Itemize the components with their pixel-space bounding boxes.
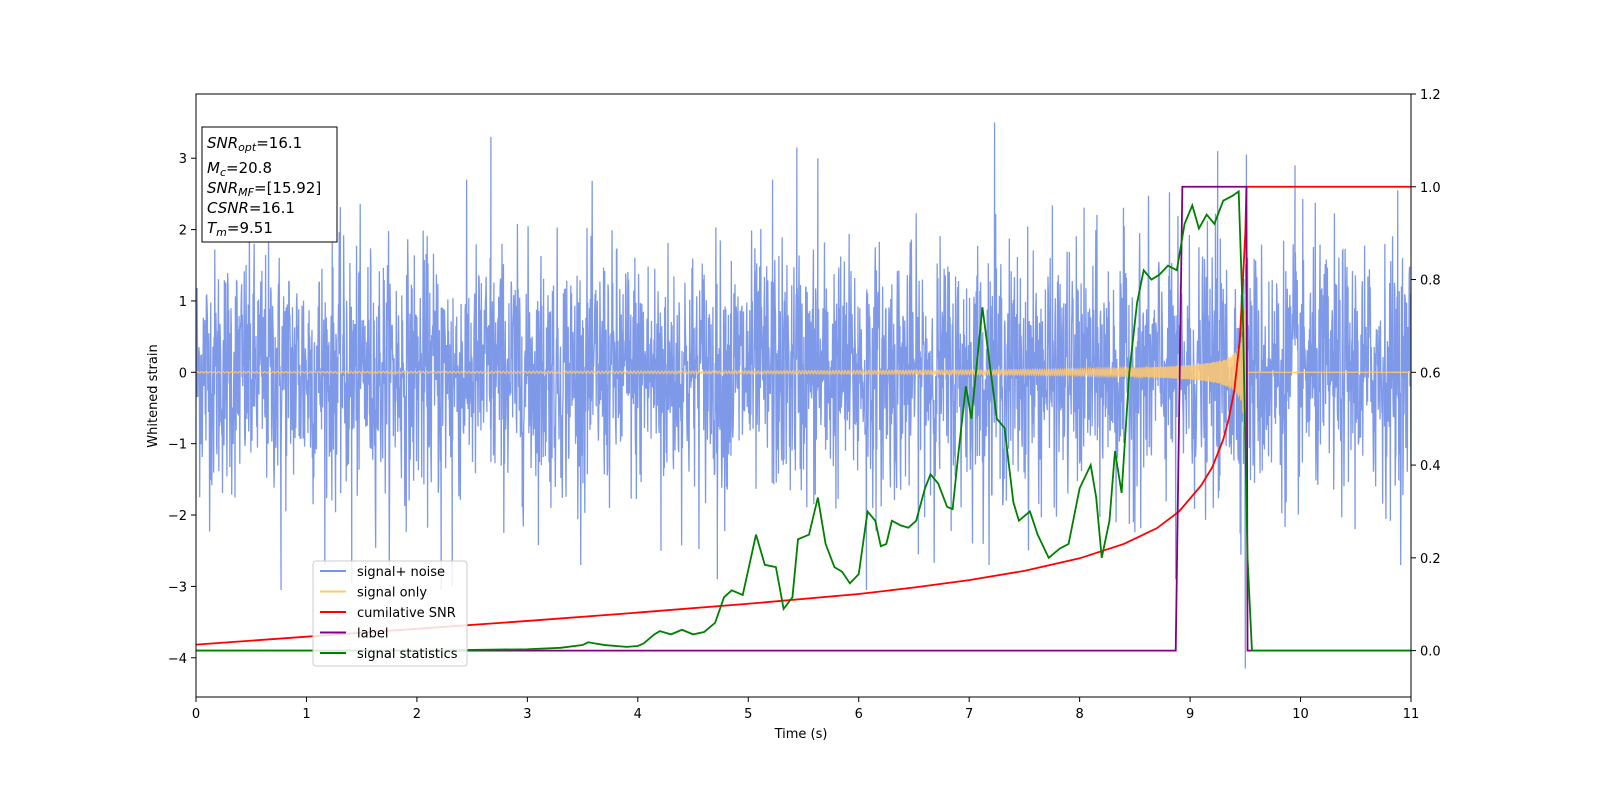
x-tick-label-7: 7 (965, 707, 973, 722)
y2-tick-label-1.0: 1.0 (1420, 181, 1441, 196)
y-tick-label-2: 2 (179, 224, 187, 239)
legend: signal+ noise signal only cumilative SNR… (312, 560, 468, 667)
x-tick-label-0: 0 (192, 707, 200, 722)
info-snr-mf: SNRMF=[15.92] (207, 179, 321, 199)
x-tick-label-3: 3 (523, 707, 531, 722)
y-tick-label-0: 0 (179, 366, 187, 381)
legend-label-cumulative-snr: cumilative SNR (357, 606, 456, 621)
y-tick-label--4: −4 (168, 652, 187, 667)
y2-tick-label-0.0: 0.0 (1420, 645, 1441, 660)
x-tick-label-4: 4 (634, 707, 642, 722)
legend-label-signal-only: signal only (357, 586, 427, 601)
y-tick-label--2: −2 (168, 509, 187, 524)
y2-tick-label-0.6: 0.6 (1420, 366, 1441, 381)
legend-label-signal-noise: signal+ noise (357, 565, 445, 580)
info-csnr: CSNR=16.1 (207, 199, 295, 217)
signal-statistics-line (196, 189, 1411, 652)
legend-frame (312, 560, 468, 667)
y2-tick-label-0.4: 0.4 (1420, 459, 1441, 474)
cumulative-snr-line (196, 185, 1411, 646)
y-tick-label--1: −1 (168, 438, 187, 453)
y2-tick-label-1.2: 1.2 (1420, 88, 1441, 103)
x-tick-label-8: 8 (1075, 707, 1083, 722)
x-tick-label-6: 6 (855, 707, 863, 722)
x-tick-label-11: 11 (1403, 707, 1420, 722)
info-box-frame (201, 126, 338, 243)
x-tick-label-1: 1 (302, 707, 310, 722)
info-tm: Tm=9.51 (207, 219, 273, 239)
legend-label-label: label (357, 627, 388, 642)
y-tick-label-3: 3 (179, 152, 187, 167)
x-tick-label-10: 10 (1292, 707, 1309, 722)
y-tick-label-1: 1 (179, 295, 187, 310)
y-tick-label--3: −3 (168, 580, 187, 595)
info-snr-opt: SNRopt=16.1 (207, 134, 302, 154)
info-mc: Mc=20.8 (207, 159, 272, 179)
series-layer (196, 122, 1411, 669)
x-axis-label: Time (s) (774, 727, 828, 742)
x-tick-label-5: 5 (744, 707, 752, 722)
y2-tick-label-0.8: 0.8 (1420, 274, 1441, 289)
y-axis-label: Whitened strain (146, 344, 161, 447)
x-tick-label-2: 2 (413, 707, 421, 722)
signal-noise-line (196, 122, 1411, 669)
legend-label-signal-statistics: signal statistics (357, 647, 458, 662)
axes-layer: 0 1 2 3 4 5 6 7 8 9 10 11 −4 −3 −2 −1 0 1 2 3 0.0 0.2 0.4 0.6 0.… (168, 88, 1441, 722)
plot-frame (195, 93, 1412, 698)
y2-tick-label-0.2: 0.2 (1420, 552, 1441, 567)
info-box: SNRopt=16.1 Mc=20.8 SNRMF=[15.92] CSNR=1… (201, 126, 338, 243)
signal-only-line (196, 285, 1411, 441)
x-tick-label-9: 9 (1186, 707, 1194, 722)
